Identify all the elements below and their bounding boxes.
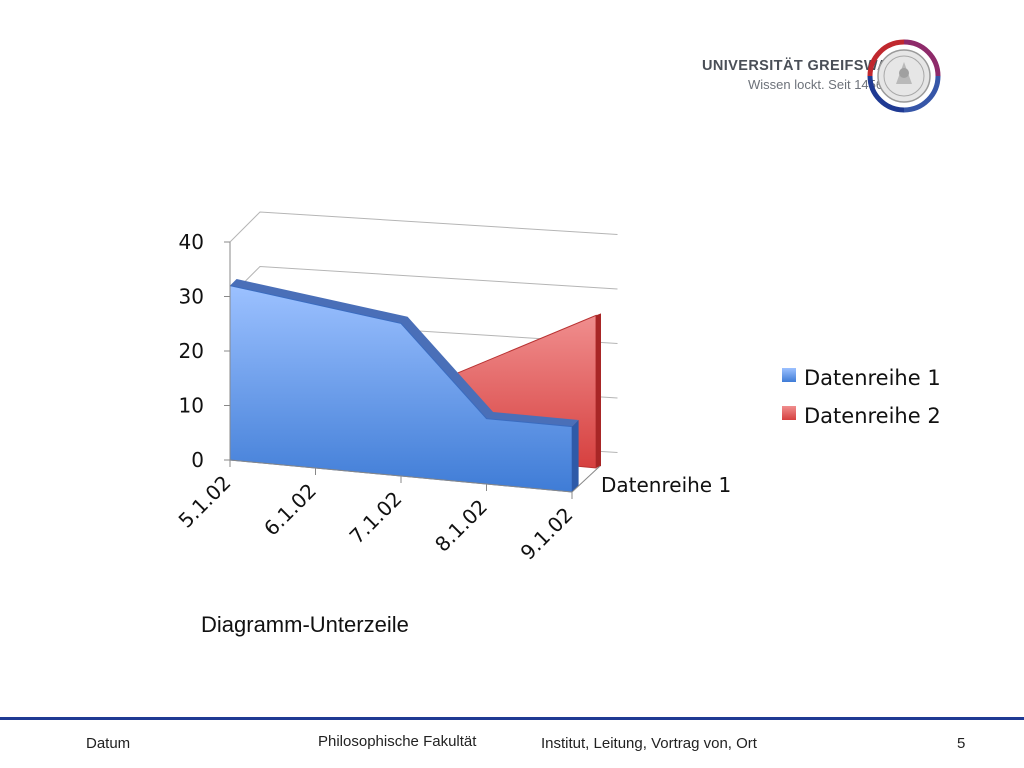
series-2-edge xyxy=(596,313,601,468)
footer-faculty: Philosophische Fakultät xyxy=(318,733,477,750)
x-tick-label: 7.1.02 xyxy=(345,487,407,549)
university-tagline: Wissen lockt. Seit 1456 xyxy=(748,77,884,92)
y-tick-label: 10 xyxy=(179,394,204,418)
chart-subtitle: Diagramm-Unterzeile xyxy=(201,612,409,637)
legend-label-series-2: Datenreihe 2 xyxy=(804,404,941,428)
x-tick-label: 8.1.02 xyxy=(430,495,492,557)
x-tick-label: 9.1.02 xyxy=(516,503,578,565)
legend-swatch-series-1 xyxy=(782,368,796,382)
footer-divider xyxy=(0,717,1024,720)
depth-axis xyxy=(571,465,601,493)
depth-axis-label: Datenreihe 1 xyxy=(601,473,731,497)
legend-item-series-2: Datenreihe 2 xyxy=(782,404,941,428)
y-tick-labels: 0 10 20 30 40 xyxy=(179,230,230,472)
area-chart: 0 10 20 30 40 5.1.02 6.1.02 7.1.02 8.1.02 9.1.02… xyxy=(174,211,941,565)
y-tick-label: 20 xyxy=(179,339,204,363)
footer-institute: Institut, Leitung, Vortrag von, Ort xyxy=(541,735,757,752)
legend: Datenreihe 1 Datenreihe 2 xyxy=(782,366,941,428)
university-logo: UNIVERSITÄT GREIFSWALD Wissen lockt. Sei… xyxy=(690,38,941,114)
legend-swatch-series-2 xyxy=(782,406,796,420)
gridline xyxy=(229,211,618,243)
y-tick-label: 30 xyxy=(179,285,204,309)
y-tick-label: 0 xyxy=(191,448,204,472)
series-1-right-edge xyxy=(572,420,579,492)
legend-item-series-1: Datenreihe 1 xyxy=(782,366,941,390)
university-seal-icon xyxy=(867,39,941,113)
footer-page-number: 5 xyxy=(957,735,966,752)
x-tick-label: 5.1.02 xyxy=(174,471,236,533)
university-name: UNIVERSITÄT GREIFSWALD xyxy=(702,58,909,74)
y-tick-label: 40 xyxy=(179,230,204,254)
footer-date: Datum xyxy=(86,735,131,752)
legend-label-series-1: Datenreihe 1 xyxy=(804,366,941,390)
x-tick-label: 6.1.02 xyxy=(259,479,321,541)
